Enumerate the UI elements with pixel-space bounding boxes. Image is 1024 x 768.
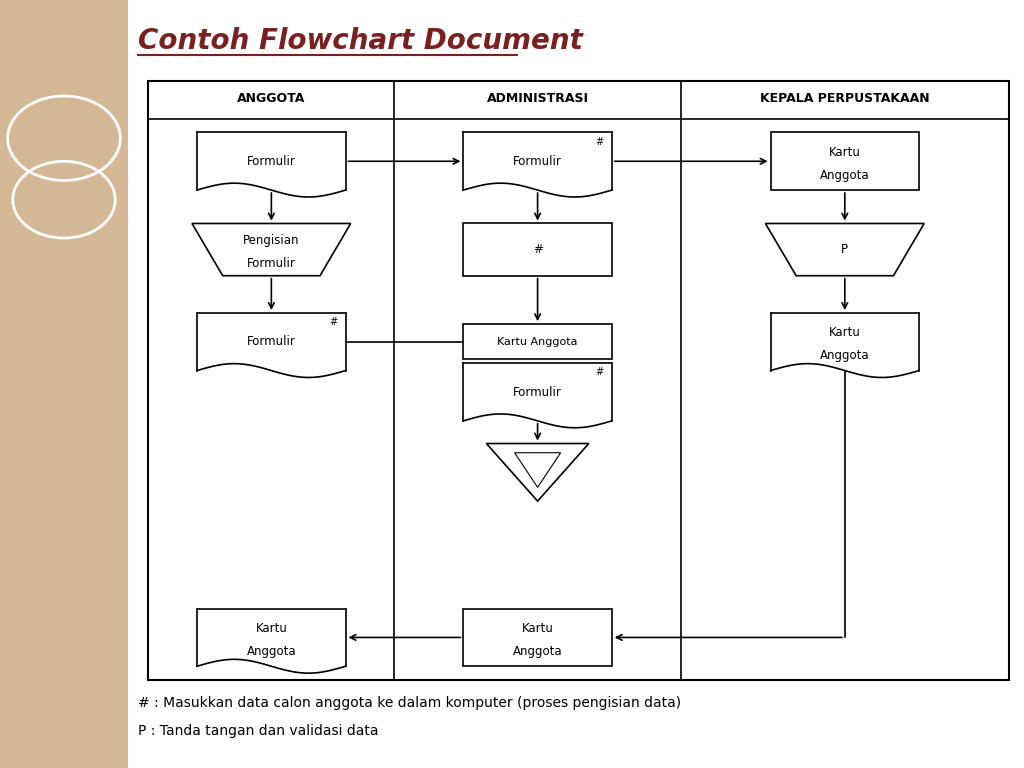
Text: # : Masukkan data calon anggota ke dalam komputer (proses pengisian data): # : Masukkan data calon anggota ke dalam… [138, 696, 681, 710]
Text: #: # [596, 137, 603, 147]
Bar [463, 223, 612, 276]
Text: KEPALA PERPUSTAKAAN: KEPALA PERPUSTAKAAN [760, 92, 930, 104]
Text: Formulir: Formulir [247, 155, 296, 167]
Polygon shape [197, 133, 346, 197]
Text: ADMINISTRASI: ADMINISTRASI [486, 92, 589, 104]
Polygon shape [463, 133, 612, 197]
Text: Anggota: Anggota [820, 349, 869, 362]
Bar [0, 0, 128, 768]
Polygon shape [515, 453, 561, 487]
Text: #: # [330, 317, 337, 327]
Polygon shape [463, 363, 612, 428]
Text: Formulir: Formulir [513, 155, 562, 167]
Text: #: # [596, 367, 603, 378]
Text: Anggota: Anggota [513, 645, 562, 657]
Text: Anggota: Anggota [247, 645, 296, 657]
Polygon shape [193, 223, 350, 276]
Text: Formulir: Formulir [247, 336, 296, 348]
Text: Kartu: Kartu [828, 146, 861, 158]
Polygon shape [770, 313, 920, 377]
Bar [770, 133, 920, 190]
Text: #: # [532, 243, 543, 256]
Bar [148, 81, 1009, 680]
Polygon shape [765, 223, 924, 276]
Text: Formulir: Formulir [513, 386, 562, 399]
Bar [463, 608, 612, 666]
Polygon shape [197, 608, 346, 673]
Text: Anggota: Anggota [820, 169, 869, 181]
Polygon shape [197, 313, 346, 377]
Polygon shape [486, 444, 589, 502]
Text: Contoh Flowchart Document: Contoh Flowchart Document [138, 27, 583, 55]
Text: Pengisian: Pengisian [243, 234, 300, 247]
Text: P: P [842, 243, 848, 256]
Text: Formulir: Formulir [247, 257, 296, 270]
Text: Kartu: Kartu [828, 326, 861, 339]
Text: Kartu: Kartu [255, 622, 288, 634]
Text: ANGGOTA: ANGGOTA [238, 92, 305, 104]
Text: Kartu: Kartu [521, 622, 554, 634]
Text: Kartu Anggota: Kartu Anggota [498, 336, 578, 347]
Text: P : Tanda tangan dan validasi data: P : Tanda tangan dan validasi data [138, 724, 379, 738]
Bar [463, 324, 612, 359]
